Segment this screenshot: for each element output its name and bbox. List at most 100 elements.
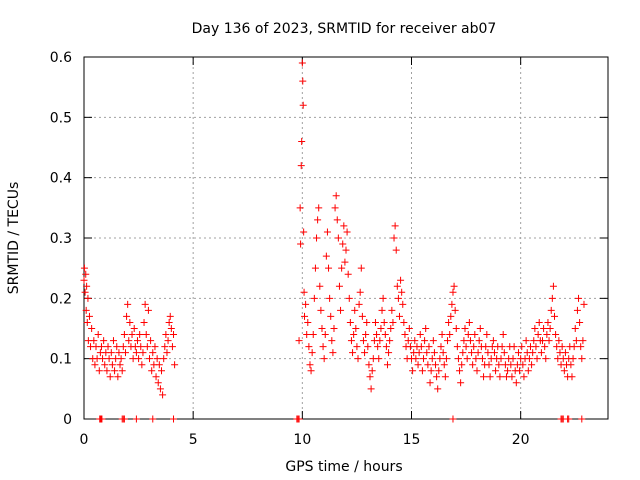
data-point bbox=[490, 349, 498, 357]
data-point bbox=[529, 349, 537, 357]
data-point bbox=[361, 349, 369, 357]
data-point bbox=[486, 373, 494, 381]
data-point bbox=[560, 367, 568, 375]
data-point bbox=[337, 306, 345, 314]
data-point bbox=[451, 306, 459, 314]
data-point bbox=[478, 355, 486, 363]
data-point bbox=[383, 361, 391, 369]
data-point bbox=[432, 361, 440, 369]
data-point bbox=[461, 325, 469, 332]
data-point bbox=[366, 373, 374, 381]
data-point bbox=[577, 343, 585, 351]
data-point bbox=[91, 361, 99, 369]
data-point bbox=[435, 367, 443, 375]
data-point bbox=[428, 355, 436, 363]
data-point bbox=[390, 234, 398, 242]
data-point bbox=[540, 325, 548, 332]
data-points bbox=[80, 59, 588, 423]
data-point bbox=[470, 343, 478, 351]
data-point bbox=[417, 343, 425, 351]
data-point bbox=[160, 355, 168, 363]
data-point bbox=[525, 355, 533, 363]
data-point bbox=[123, 312, 131, 320]
data-point bbox=[162, 331, 170, 339]
data-point bbox=[542, 355, 550, 363]
data-point bbox=[103, 367, 111, 375]
data-point bbox=[304, 318, 312, 326]
data-point bbox=[535, 318, 543, 326]
data-point bbox=[132, 349, 140, 357]
data-point bbox=[298, 137, 306, 145]
data-point bbox=[158, 367, 166, 375]
data-point bbox=[95, 367, 103, 375]
data-point bbox=[514, 349, 522, 357]
y-tick-label: 0.4 bbox=[50, 171, 72, 187]
data-point bbox=[546, 325, 554, 332]
data-point bbox=[333, 216, 341, 224]
data-point bbox=[440, 361, 448, 369]
data-point bbox=[541, 343, 549, 351]
data-point bbox=[133, 337, 141, 345]
data-point bbox=[349, 349, 357, 357]
data-point bbox=[140, 318, 148, 326]
data-point bbox=[107, 349, 115, 357]
data-point bbox=[359, 337, 367, 345]
data-point bbox=[441, 373, 449, 381]
data-point bbox=[159, 391, 167, 399]
data-point bbox=[342, 246, 350, 254]
data-point bbox=[533, 355, 541, 363]
data-point bbox=[371, 318, 379, 326]
data-point bbox=[393, 282, 401, 290]
data-point bbox=[438, 331, 446, 339]
data-point-zero bbox=[120, 415, 128, 423]
data-point bbox=[345, 294, 353, 302]
data-point bbox=[376, 337, 384, 345]
data-point bbox=[496, 373, 504, 381]
data-point bbox=[88, 325, 96, 332]
data-point bbox=[305, 343, 313, 351]
data-point bbox=[518, 343, 526, 351]
data-point bbox=[539, 337, 546, 345]
data-point bbox=[90, 337, 98, 345]
data-point bbox=[297, 162, 305, 170]
data-point bbox=[498, 343, 506, 351]
data-point bbox=[328, 337, 336, 345]
data-point bbox=[422, 325, 430, 332]
data-point bbox=[114, 373, 122, 381]
data-point bbox=[374, 343, 382, 351]
data-point bbox=[537, 349, 545, 357]
data-point bbox=[116, 361, 124, 369]
data-point bbox=[434, 385, 442, 393]
data-point bbox=[471, 331, 479, 339]
data-point bbox=[137, 343, 145, 351]
data-point bbox=[141, 300, 149, 308]
data-point bbox=[423, 349, 431, 357]
data-point bbox=[319, 343, 327, 351]
data-point bbox=[520, 373, 528, 381]
data-point bbox=[568, 373, 576, 381]
data-point bbox=[363, 318, 371, 326]
data-point bbox=[484, 349, 492, 357]
data-point bbox=[329, 349, 337, 357]
data-point bbox=[509, 355, 517, 363]
data-point bbox=[391, 222, 399, 230]
data-point bbox=[301, 312, 309, 320]
data-point bbox=[401, 331, 409, 339]
y-tick-label: 0.2 bbox=[50, 291, 72, 307]
data-point bbox=[323, 228, 331, 236]
data-point bbox=[309, 331, 317, 339]
data-point bbox=[571, 325, 579, 332]
data-point bbox=[411, 337, 419, 345]
data-point bbox=[375, 355, 383, 363]
y-axis-label: SRMTID / TECUs bbox=[6, 182, 22, 295]
data-point bbox=[82, 270, 90, 278]
data-point bbox=[100, 337, 108, 345]
data-point bbox=[143, 343, 151, 351]
data-point bbox=[445, 318, 453, 326]
data-point bbox=[430, 349, 438, 357]
data-point bbox=[400, 318, 408, 326]
data-point bbox=[386, 337, 394, 345]
data-point bbox=[489, 337, 497, 345]
y-tick-label: 0.5 bbox=[50, 110, 72, 126]
